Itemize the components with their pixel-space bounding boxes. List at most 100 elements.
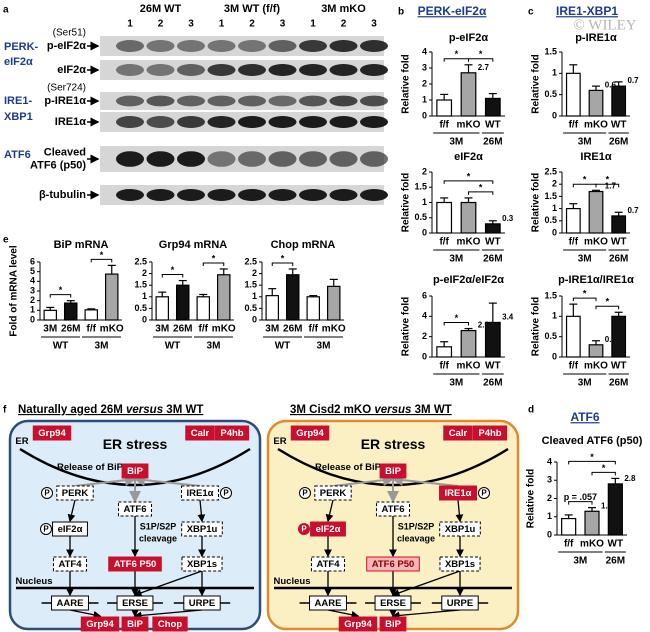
node-box	[472, 425, 508, 441]
lane-number: 2	[158, 19, 164, 30]
phospho-site	[41, 487, 53, 499]
significance-label: p = .057	[564, 492, 597, 502]
blot-band	[177, 151, 205, 167]
y-tick-label: 1	[422, 94, 427, 104]
y-tick-label: 0	[252, 314, 257, 324]
blot-band	[238, 95, 266, 107]
significance-label: *	[583, 175, 587, 185]
node-box	[338, 616, 378, 632]
phospho-label: P	[481, 489, 487, 498]
group-label: 3M	[449, 378, 463, 389]
significance-bracket	[595, 183, 620, 188]
lane-number: 2	[249, 19, 255, 30]
chart-title: p-IRE1α	[575, 32, 617, 44]
blot-band	[360, 189, 388, 201]
x-tick-label: WT	[485, 237, 501, 248]
blot-band	[146, 64, 175, 76]
node-label: cleavage	[397, 533, 435, 543]
node-box	[121, 616, 149, 632]
node-label: BiP	[385, 619, 402, 630]
x-tick-label: 3M	[155, 324, 169, 335]
bar	[611, 315, 627, 358]
node-label: ER	[273, 436, 286, 447]
chart-title: Cleaved ATF6 (p50)	[542, 435, 643, 447]
blot-band	[329, 151, 358, 167]
bar	[265, 295, 280, 321]
node-box	[108, 556, 162, 572]
node-label: Grp94	[38, 428, 66, 439]
blot-band	[238, 40, 266, 52]
blot-band	[177, 64, 205, 76]
group-label: 3M	[578, 137, 592, 148]
blot-band	[299, 151, 327, 167]
bar	[565, 72, 581, 117]
node-label: XBP1u	[187, 524, 218, 535]
chart-title: p-IRE1α/IRE1α	[558, 274, 634, 286]
blot-band	[207, 116, 236, 128]
x-tick-label: mKO	[457, 237, 481, 248]
value-label: 0.3	[502, 214, 514, 223]
diagram-title-part: 3M Cisd2 mKO	[290, 404, 374, 416]
bar	[561, 517, 577, 536]
significance-bracket	[271, 262, 294, 266]
diagram-title: 3M Cisd2 mKO versus 3M WT	[290, 404, 452, 416]
group-label: 26M	[609, 378, 628, 389]
significance-bracket	[49, 294, 72, 298]
node-box	[181, 485, 219, 501]
y-axis-label: Relative fold	[401, 173, 412, 232]
lane-number: 1	[219, 19, 225, 30]
phospho-label: P	[301, 525, 307, 534]
diagram-title-part: 3M WT	[163, 404, 203, 416]
node-box	[310, 521, 346, 537]
group-label: 26M	[483, 378, 502, 389]
chart-title: p-eIF2α	[449, 32, 488, 44]
pathway-arrow	[391, 609, 461, 620]
blot-band	[360, 116, 388, 128]
chart-title: eIF2α	[454, 151, 483, 163]
significance-bracket	[572, 183, 597, 188]
y-tick-label: 1.5	[544, 191, 557, 201]
blot-band	[146, 151, 175, 167]
x-tick-label: 3M	[265, 324, 279, 335]
node-box	[52, 556, 88, 572]
y-tick-label: 4	[422, 311, 427, 321]
node-label: Calr	[449, 428, 468, 439]
node-box	[290, 425, 330, 441]
x-tick-label: mKO	[212, 324, 236, 335]
node-label: ER stress	[103, 436, 168, 452]
node-label: AARE	[57, 598, 84, 609]
x-tick-label: f/f	[439, 237, 449, 248]
blot-band	[238, 189, 266, 201]
y-tick-label: 0	[30, 314, 35, 324]
group-label: 26M	[483, 137, 502, 148]
node-box	[439, 521, 481, 537]
value-label: 2.8	[624, 474, 636, 483]
blot-band	[116, 64, 144, 76]
y-tick-label: 1	[422, 197, 427, 207]
group-label: 3M	[449, 254, 463, 265]
y-tick-label: 5	[30, 266, 35, 276]
chart-title: BiP mRNA	[54, 239, 109, 251]
blot-band	[360, 40, 388, 52]
x-tick-label: f/f	[439, 120, 449, 131]
significance-label: *	[59, 285, 63, 295]
node-label: XBP1s	[445, 559, 475, 570]
group-label: 26M	[606, 556, 625, 567]
node-label: S1P/S2P	[398, 521, 435, 531]
significance-label: *	[479, 182, 483, 192]
significance-label: *	[455, 49, 459, 59]
blot-band	[207, 95, 236, 107]
value-label: 1.7	[605, 182, 617, 191]
node-box	[379, 463, 407, 479]
node-box	[80, 616, 120, 632]
chart-title: IRE1α	[580, 151, 611, 163]
node-box	[439, 485, 477, 501]
phospho-site	[478, 487, 490, 499]
y-axis-label: Relative fold	[531, 297, 542, 356]
phospho-site	[298, 523, 310, 535]
node-label: Nucleus	[16, 576, 53, 587]
bar	[327, 285, 341, 321]
x-tick-label: WT	[608, 539, 624, 550]
node-label: ERSE	[380, 598, 406, 609]
